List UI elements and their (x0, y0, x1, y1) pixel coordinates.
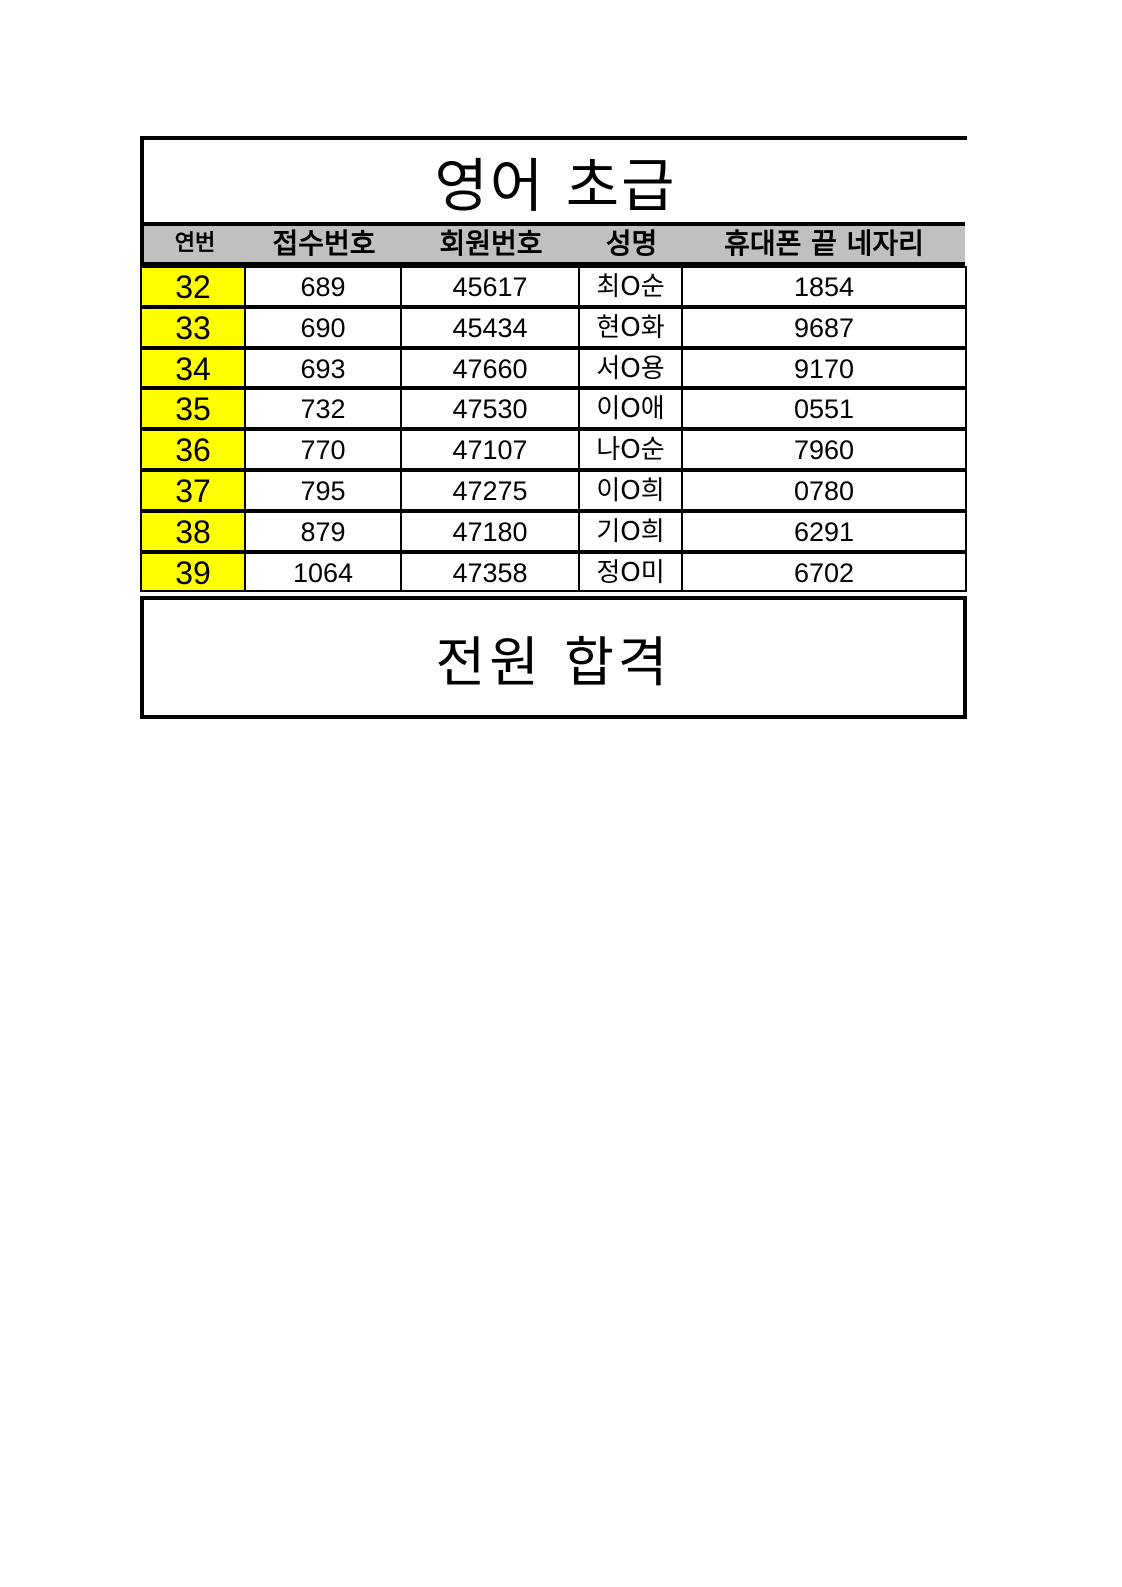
cell-no: 34 (140, 347, 246, 389)
cell-member: 47275 (400, 469, 580, 511)
table-row: 39 1064 47358 정O미 6702 (140, 551, 967, 593)
table-row: 32 689 45617 최O순 1854 (140, 266, 967, 307)
header-name: 성명 (605, 227, 658, 260)
table-row: 33 690 45434 현O화 9687 (140, 306, 967, 348)
header-phone: 휴대폰 끝 네자리 (724, 227, 924, 260)
result-note: 전원 합격 (140, 596, 967, 719)
cell-no: 32 (140, 266, 246, 307)
table-row: 34 693 47660 서O용 9170 (140, 347, 967, 389)
cell-name: 이O희 (578, 469, 683, 511)
cell-phone: 7960 (681, 429, 967, 470)
cell-no: 36 (140, 429, 246, 470)
cell-receipt: 689 (244, 266, 402, 307)
cell-receipt: 693 (244, 347, 402, 389)
cell-receipt: 690 (244, 306, 402, 348)
table-row: 38 879 47180 기O희 6291 (140, 510, 967, 552)
cell-name: 최O순 (578, 266, 683, 307)
header-receipt: 접수번호 (272, 227, 376, 260)
cell-name: 서O용 (578, 347, 683, 389)
cell-no: 37 (140, 469, 246, 511)
table-row: 37 795 47275 이O희 0780 (140, 469, 967, 511)
table-header: 연번 접수번호 회원번호 성명 휴대폰 끝 네자리 (140, 222, 965, 266)
cell-no: 33 (140, 306, 246, 348)
cell-name: 기O희 (578, 510, 683, 552)
cell-receipt: 1064 (244, 551, 402, 593)
cell-phone: 0551 (681, 388, 967, 430)
table-row: 35 732 47530 이O애 0551 (140, 388, 967, 430)
cell-name: 나O순 (578, 429, 683, 470)
cell-member: 47660 (400, 347, 580, 389)
cell-name: 이O애 (578, 388, 683, 430)
result-sheet: 영어 초급 연번 접수번호 회원번호 성명 휴대폰 끝 네자리 32 689 456… (140, 136, 967, 719)
cell-phone: 9170 (681, 347, 967, 389)
cell-no: 35 (140, 388, 246, 430)
cell-member: 47358 (400, 551, 580, 593)
cell-phone: 6702 (681, 551, 967, 593)
cell-member: 47530 (400, 388, 580, 430)
cell-receipt: 770 (244, 429, 402, 470)
cell-phone: 1854 (681, 266, 967, 307)
table-body: 32 689 45617 최O순 1854 33 690 45434 현O화 9687 34 693 4… (140, 266, 967, 593)
cell-receipt: 795 (244, 469, 402, 511)
sheet-title: 영어 초급 (140, 136, 967, 222)
cell-member: 47107 (400, 429, 580, 470)
cell-name: 현O화 (578, 306, 683, 348)
cell-phone: 6291 (681, 510, 967, 552)
cell-receipt: 732 (244, 388, 402, 430)
cell-name: 정O미 (578, 551, 683, 593)
header-no: 연번 (174, 231, 216, 256)
cell-no: 39 (140, 551, 246, 593)
cell-no: 38 (140, 510, 246, 552)
cell-phone: 9687 (681, 306, 967, 348)
cell-phone: 0780 (681, 469, 967, 511)
cell-member: 47180 (400, 510, 580, 552)
table-row: 36 770 47107 나O순 7960 (140, 429, 967, 470)
cell-member: 45434 (400, 306, 580, 348)
cell-member: 45617 (400, 266, 580, 307)
header-member: 회원번호 (439, 227, 543, 260)
cell-receipt: 879 (244, 510, 402, 552)
